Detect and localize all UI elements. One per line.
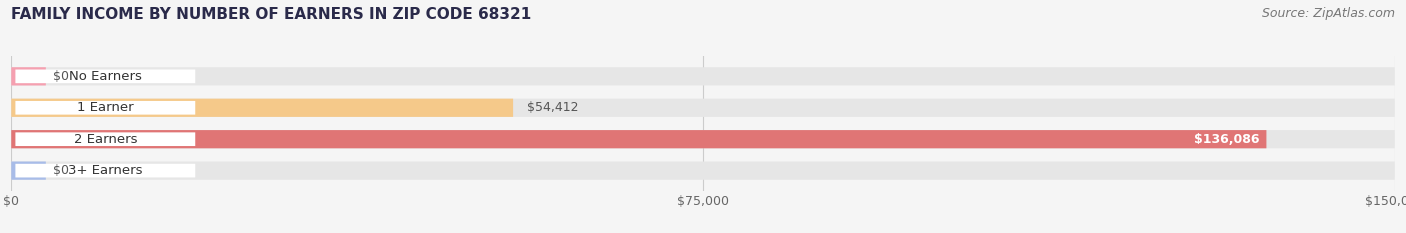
Text: No Earners: No Earners [69,70,142,83]
Text: $136,086: $136,086 [1194,133,1260,146]
FancyBboxPatch shape [11,130,1395,148]
Text: $0: $0 [53,70,69,83]
Text: 1 Earner: 1 Earner [77,101,134,114]
Text: Source: ZipAtlas.com: Source: ZipAtlas.com [1261,7,1395,20]
FancyBboxPatch shape [11,99,513,117]
FancyBboxPatch shape [15,164,195,178]
Text: FAMILY INCOME BY NUMBER OF EARNERS IN ZIP CODE 68321: FAMILY INCOME BY NUMBER OF EARNERS IN ZI… [11,7,531,22]
FancyBboxPatch shape [11,99,1395,117]
Text: 2 Earners: 2 Earners [73,133,136,146]
FancyBboxPatch shape [15,69,195,83]
FancyBboxPatch shape [11,67,1395,86]
FancyBboxPatch shape [11,161,46,180]
FancyBboxPatch shape [11,130,1267,148]
FancyBboxPatch shape [11,161,1395,180]
Text: 3+ Earners: 3+ Earners [67,164,142,177]
FancyBboxPatch shape [15,132,195,146]
Text: $54,412: $54,412 [527,101,578,114]
Text: $0: $0 [53,164,69,177]
FancyBboxPatch shape [11,67,46,86]
FancyBboxPatch shape [15,101,195,115]
